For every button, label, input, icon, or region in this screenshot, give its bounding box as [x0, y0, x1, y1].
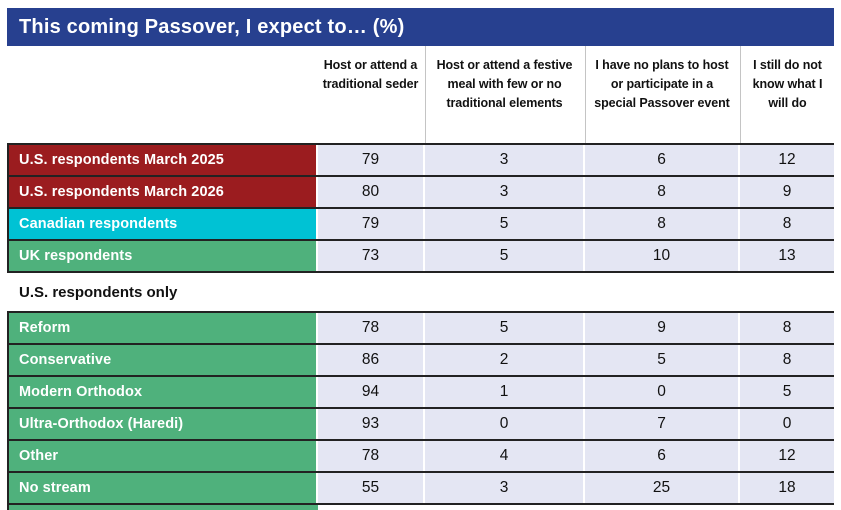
table-row: Modern Orthodox 94 1 0 5: [7, 377, 834, 409]
passover-table: This coming Passover, I expect to… (%) H…: [7, 8, 834, 510]
value-cell: 79: [318, 209, 423, 239]
table-row: UK respondents 73 5 10 13: [7, 241, 834, 273]
row-label: Ultra-Orthodox (Haredi): [7, 409, 316, 439]
value-cell: 1: [425, 377, 583, 407]
column-header-row: Host or attend a traditional seder Host …: [7, 46, 834, 143]
row-label: Canadian respondents: [7, 209, 316, 239]
table-row: No stream 55 3 25 18: [7, 473, 834, 505]
column-header-dont-know: I still do not know what I will do: [740, 46, 834, 143]
value-cell: 93: [318, 409, 423, 439]
value-cell: 12: [740, 441, 834, 471]
value-cell: 8: [740, 313, 834, 343]
row-label: No stream: [7, 473, 316, 503]
table-row: U.S. respondents March 2025 79 3 6 12: [7, 143, 834, 177]
value-cell: 3: [425, 473, 583, 503]
value-cell: 5: [585, 345, 738, 375]
value-cell: 5: [740, 377, 834, 407]
column-header-no-plans: I have no plans to host or participate i…: [585, 46, 738, 143]
value-cell: 8: [585, 209, 738, 239]
value-cell: 0: [425, 409, 583, 439]
value-cell: 18: [740, 473, 834, 503]
value-cell: 10: [585, 241, 738, 271]
table-row: Reform 78 5 9 8: [7, 311, 834, 345]
row-label: UK respondents: [7, 241, 316, 271]
value-cell: 55: [318, 473, 423, 503]
value-cell: 78: [318, 313, 423, 343]
value-cell: 5: [425, 313, 583, 343]
value-cell: 0: [585, 377, 738, 407]
value-cell: 8: [740, 209, 834, 239]
value-cell: 5: [425, 209, 583, 239]
row-label: Reform: [7, 313, 316, 343]
section-header-us-only: U.S. respondents only: [7, 273, 834, 311]
table-row: Conservative 86 2 5 8: [7, 345, 834, 377]
table-row: Canadian respondents 79 5 8 8: [7, 209, 834, 241]
value-cell: 9: [740, 177, 834, 207]
value-cell: 86: [318, 345, 423, 375]
row-label: Conservative: [7, 345, 316, 375]
value-cell: 8: [740, 345, 834, 375]
table-row: U.S. respondents March 2026 80 3 8 9: [7, 177, 834, 209]
value-cell: 80: [318, 177, 423, 207]
value-cell: 3: [425, 145, 583, 175]
value-cell: 94: [318, 377, 423, 407]
row-label: Other: [7, 441, 316, 471]
value-cell: 13: [740, 241, 834, 271]
value-cell: 2: [425, 345, 583, 375]
value-cell: 25: [585, 473, 738, 503]
value-cell: 7: [585, 409, 738, 439]
value-cell: 6: [585, 441, 738, 471]
value-cell: 8: [585, 177, 738, 207]
value-cell: 79: [318, 145, 423, 175]
column-header-spacer: [7, 46, 316, 143]
column-header-festive-meal: Host or attend a festive meal with few o…: [425, 46, 583, 143]
value-cell: 12: [740, 145, 834, 175]
row-label: Modern Orthodox: [7, 377, 316, 407]
table-row: Ultra-Orthodox (Haredi) 93 0 7 0: [7, 409, 834, 441]
value-cell: 4: [425, 441, 583, 471]
table-title: This coming Passover, I expect to… (%): [19, 16, 405, 38]
value-cell: 5: [425, 241, 583, 271]
column-header-seder: Host or attend a traditional seder: [322, 58, 419, 91]
table-title-bar: This coming Passover, I expect to… (%): [7, 8, 834, 46]
value-cell: 0: [740, 409, 834, 439]
row-label: U.S. respondents March 2026: [7, 177, 316, 207]
value-cell: 3: [425, 177, 583, 207]
value-cell: 6: [585, 145, 738, 175]
value-cell: 9: [585, 313, 738, 343]
value-cell: 73: [318, 241, 423, 271]
row-label: U.S. respondents March 2025: [7, 145, 316, 175]
table-row: Other 78 4 6 12: [7, 441, 834, 473]
value-cell: 78: [318, 441, 423, 471]
